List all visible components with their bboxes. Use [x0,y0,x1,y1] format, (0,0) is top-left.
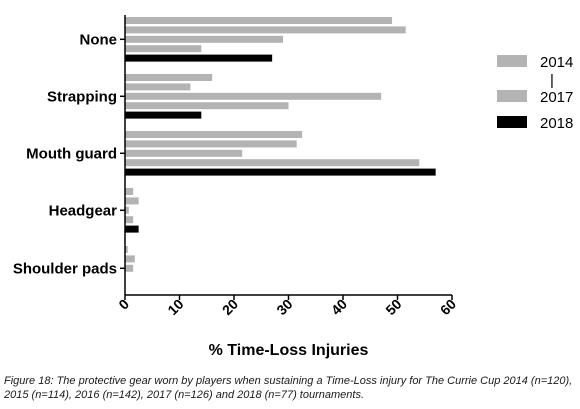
bar-none-2015 [125,26,406,34]
bar-mouth-guard-2018 [125,168,436,176]
legend-swatch-2014 [497,55,527,67]
bar-strapping-2015 [125,83,191,91]
bar-headgear-2018 [125,225,139,233]
x-tick-label-60: 60 [437,296,459,318]
bar-none-2017 [125,45,202,53]
category-label-mouth-guard: Mouth guard [26,145,117,162]
legend-swatch-2018 [497,116,527,128]
legend-label-2014: 2014 [540,54,573,71]
bar-headgear-2017 [125,216,134,224]
bar-headgear-2016 [125,206,129,214]
bar-mouth-guard-2017 [125,159,420,167]
x-axis-title: % Time-Loss Injuries [209,342,369,359]
category-labels: None Strapping Mouth guard Headgear Shoulder… [13,31,117,277]
bar-mouth-guard-2014 [125,131,303,138]
bar-none-2014 [125,17,393,24]
x-axis-ticks [124,295,453,300]
x-tick-labels: 0 10 20 30 40 50 60 [115,296,459,318]
bar-headgear-2014 [125,188,134,195]
y-axis-ticks [120,38,125,270]
x-tick-label-10: 10 [164,296,186,318]
x-tick-label-0: 0 [115,296,132,313]
x-tick-label-30: 30 [273,296,295,318]
x-tick-label-40: 40 [328,296,350,318]
bar-headgear-2015 [125,197,139,205]
bar-shoulder-pads-2014 [125,246,128,253]
category-label-strapping: Strapping [47,88,117,105]
category-label-headgear: Headgear [49,202,118,219]
legend-swatch-2017 [497,90,527,102]
x-tick-label-50: 50 [382,296,404,318]
bar-strapping-2014 [125,74,213,81]
x-tick-label-20: 20 [219,296,241,318]
legend: 2014|2017 2018 [497,54,573,132]
category-label-none: None [80,31,118,48]
legend-label-separator: | [550,72,554,89]
legend-label-2017: 2017 [540,89,573,106]
bar-strapping-2017 [125,102,289,110]
category-label-shoulder-pads: Shoulder pads [13,260,117,277]
bar-none-2016 [125,35,284,43]
bars-group [125,17,436,272]
bar-shoulder-pads-2016 [125,264,134,272]
bar-mouth-guard-2016 [125,149,243,157]
bar-strapping-2018 [125,111,202,119]
bar-mouth-guard-2015 [125,140,297,148]
bar-none-2018 [125,54,273,62]
bar-shoulder-pads-2015 [125,255,135,263]
figure-caption: Figure 18: The protective gear worn by p… [4,375,573,401]
legend-label-2018: 2018 [540,115,573,132]
bar-strapping-2016 [125,92,382,100]
bar-chart: None Strapping Mouth guard Headgear Shoulder… [13,15,573,359]
